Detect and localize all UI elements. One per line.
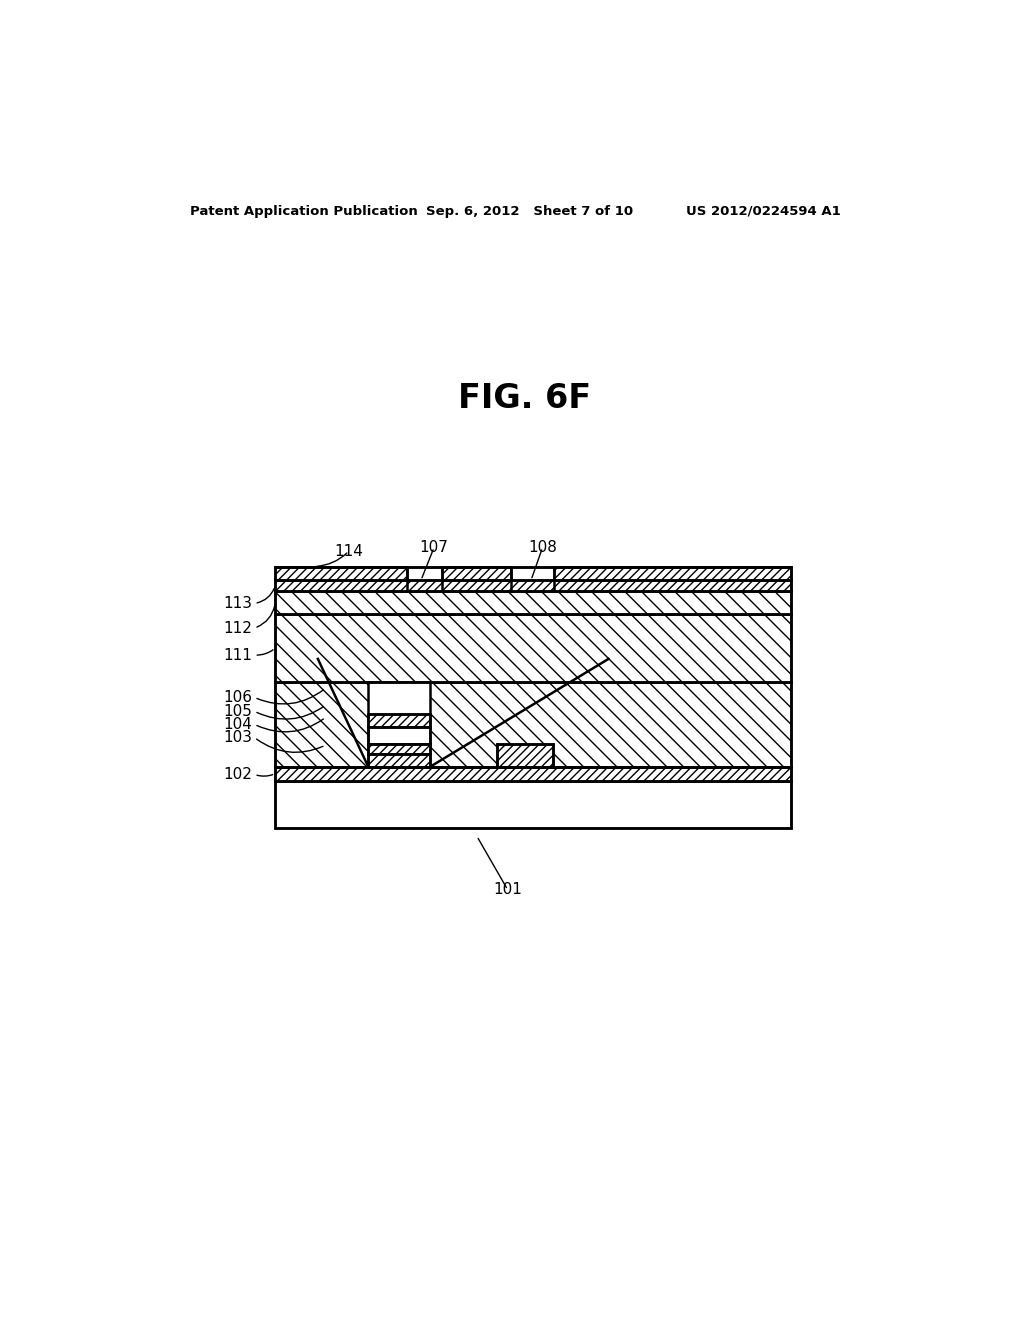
Bar [369,714,430,726]
Text: 104: 104 [223,717,252,731]
Bar [369,726,430,743]
Bar [275,682,791,767]
Bar [275,591,791,614]
Text: 112: 112 [223,620,252,636]
Text: 107: 107 [420,540,449,554]
Bar [369,682,430,767]
Text: 103: 103 [223,730,252,744]
Bar [275,581,791,591]
Text: 101: 101 [494,882,522,898]
Bar [442,566,511,581]
Bar [275,566,791,829]
Bar [369,755,430,767]
Bar [275,780,791,829]
Text: 108: 108 [528,540,557,554]
Text: FIG. 6F: FIG. 6F [458,381,592,414]
Bar [554,566,791,581]
Bar [275,767,791,780]
Bar [275,614,791,682]
Bar [497,743,553,767]
Text: Patent Application Publication: Patent Application Publication [190,205,418,218]
Text: 102: 102 [223,767,252,781]
Bar [369,743,430,755]
Bar [497,743,553,767]
Text: Sep. 6, 2012   Sheet 7 of 10: Sep. 6, 2012 Sheet 7 of 10 [426,205,634,218]
Text: 106: 106 [223,690,252,705]
Text: US 2012/0224594 A1: US 2012/0224594 A1 [686,205,841,218]
Text: 113: 113 [223,595,252,611]
Text: 114: 114 [335,544,364,558]
Text: 111: 111 [223,648,252,663]
Text: 105: 105 [223,704,252,719]
Bar [275,566,407,581]
